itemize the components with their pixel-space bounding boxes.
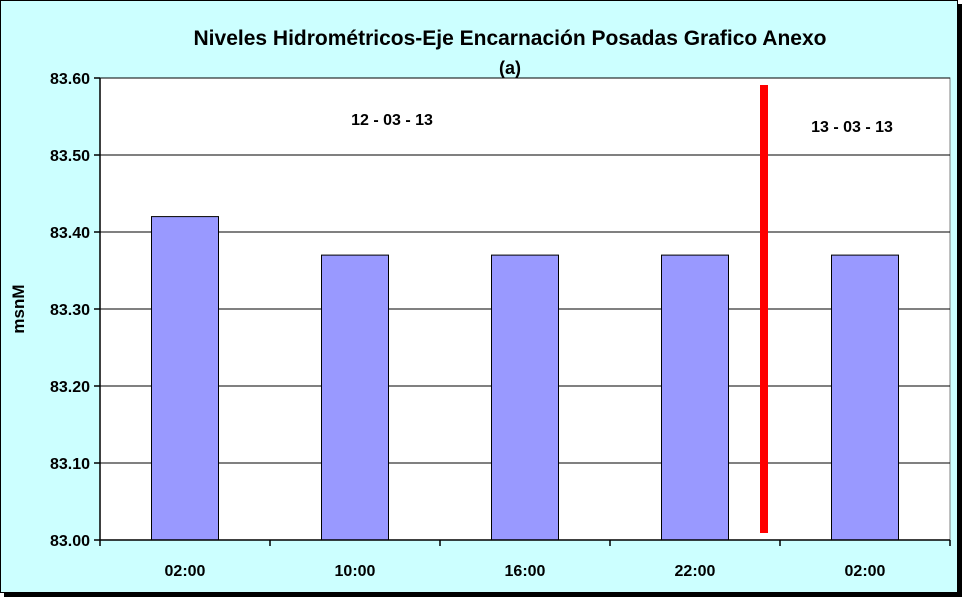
x-tick-label: 02:00 xyxy=(845,563,886,580)
y-tick-label: 83.60 xyxy=(50,71,90,88)
y-axis-label: msnM xyxy=(9,284,28,333)
y-tick-label: 83.50 xyxy=(50,148,90,165)
x-tick-label: 10:00 xyxy=(335,563,376,580)
bar xyxy=(151,216,219,541)
y-tick-label: 83.20 xyxy=(50,379,90,396)
chart-subtitle: (a) xyxy=(499,58,521,78)
bar xyxy=(661,254,729,541)
bar xyxy=(491,254,559,541)
bar xyxy=(321,254,389,541)
y-tick-label: 83.30 xyxy=(50,302,90,319)
date-annotation-2: 13 - 03 - 13 xyxy=(811,119,893,136)
bar xyxy=(831,254,899,541)
x-tick-label: 16:00 xyxy=(505,563,546,580)
date-annotation-1: 12 - 03 - 13 xyxy=(351,112,433,129)
x-tick-label: 22:00 xyxy=(675,563,716,580)
x-axis-ticks: 02:00 10:00 16:00 22:00 02:00 xyxy=(99,540,951,580)
y-axis-ticks: 83.00 83.10 83.20 83.30 83.40 83.50 83.60 xyxy=(50,71,100,550)
bars xyxy=(151,216,899,541)
y-tick-label: 83.40 xyxy=(50,225,90,242)
chart-title: Niveles Hidrométricos-Eje Encarnación Po… xyxy=(194,27,827,50)
y-tick-label: 83.10 xyxy=(50,456,90,473)
x-tick-label: 02:00 xyxy=(165,563,206,580)
y-tick-label: 83.00 xyxy=(50,533,90,550)
